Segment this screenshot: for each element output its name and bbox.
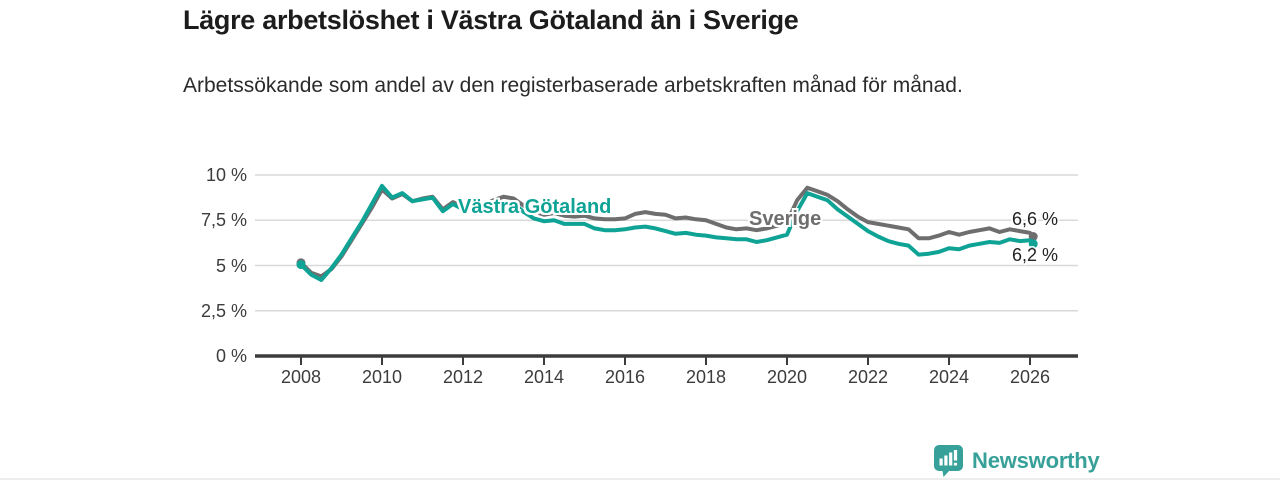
x-tick-label: 2018 [685, 367, 727, 387]
series-endpoint-dot [296, 260, 306, 270]
x-axis-ticks [300, 357, 1031, 365]
y-tick-label: 0 % [215, 346, 247, 366]
series-line-vastra-gotaland [299, 183, 1036, 282]
x-tick-label: 2016 [604, 367, 646, 387]
x-tick-label: 2020 [766, 367, 808, 387]
x-tick-label: 2026 [1009, 367, 1051, 387]
y-tick-label: 10 % [205, 165, 247, 185]
y-tick-label: 5 % [215, 255, 247, 276]
newsworthy-logo-text: Newsworthy [972, 448, 1100, 473]
x-tick-label: 2024 [928, 367, 970, 387]
x-tick-label: 2014 [523, 367, 565, 387]
page-title: Lägre arbetslöshet i Västra Götaland än … [183, 5, 799, 35]
bar-chart-speech-bubble-icon [934, 445, 963, 477]
series-endpoint-dot [1028, 239, 1038, 249]
x-tick-label: 2012 [442, 367, 484, 387]
x-tick-label: 2022 [847, 367, 889, 387]
page-subtitle: Arbetssökande som andel av den registerb… [183, 74, 963, 97]
end-value-vastra-gotaland: 6,2 % [1012, 245, 1059, 265]
newsworthy-logo: Newsworthy [934, 445, 1100, 477]
y-tick-label: 7,5 % [200, 210, 247, 230]
x-tick-label: 2010 [361, 367, 403, 387]
series-label-vastra-gotaland: Västra Götaland [458, 196, 612, 218]
x-tick-label: 2008 [280, 367, 322, 387]
end-value-sverige: 6,6 % [1012, 209, 1059, 229]
series-lines [296, 183, 1038, 282]
y-tick-label: 2,5 % [200, 301, 247, 321]
series-label-sverige: Sverige [749, 208, 822, 230]
